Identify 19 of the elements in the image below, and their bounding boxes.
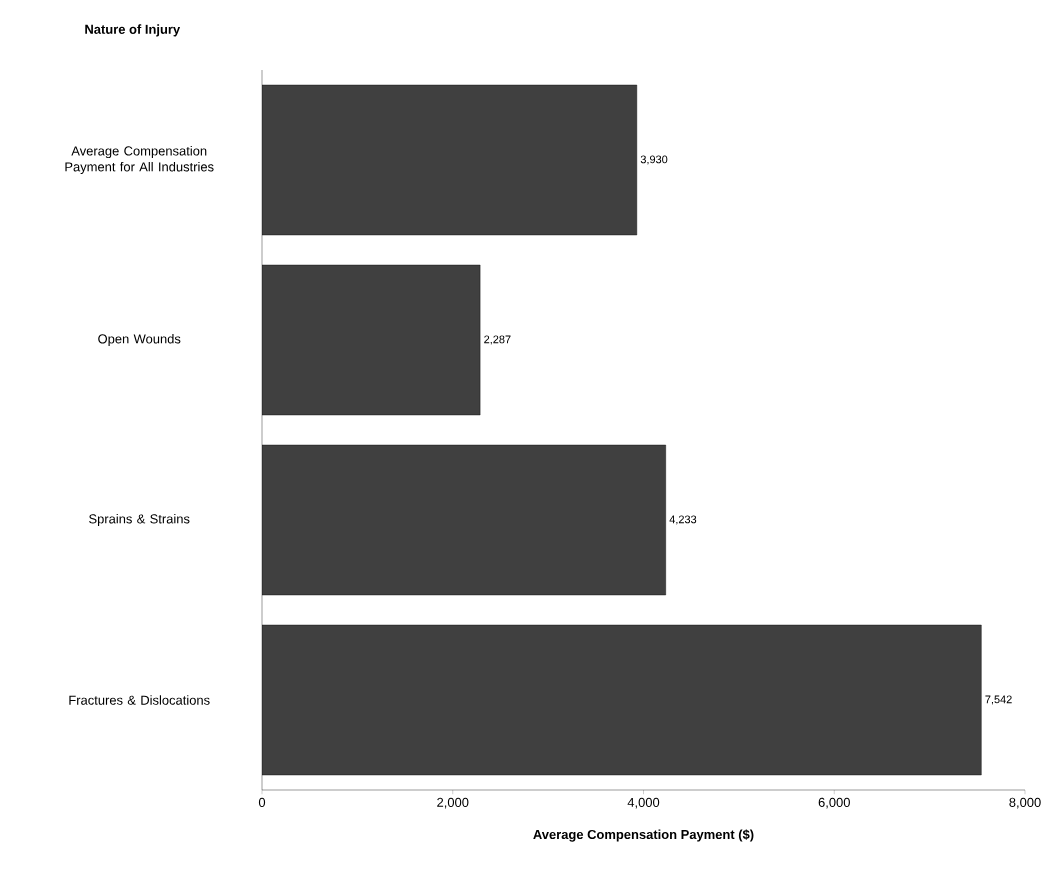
- bar: [262, 84, 638, 236]
- y-tick-label: Average Compensation Payment for All Industries: [65, 145, 214, 175]
- data-label: 7,542: [985, 695, 1012, 705]
- x-tick-label: 8,000: [1009, 797, 1041, 809]
- x-tick-label: 0: [258, 797, 266, 807]
- x-axis-title: Average Compensation Payment ($): [533, 829, 754, 842]
- data-label: 3,930: [640, 155, 668, 165]
- x-tick-label: 2,000: [437, 797, 469, 809]
- bar: [262, 264, 481, 416]
- bar: [262, 624, 982, 776]
- bar: [262, 444, 666, 596]
- data-label: 2,287: [484, 335, 511, 345]
- y-tick-label: Sprains & Strains: [89, 513, 190, 527]
- x-tick-label: 4,000: [627, 797, 660, 809]
- data-label: 4,233: [669, 515, 697, 525]
- y-tick-label: Fractures & Dislocations: [69, 695, 210, 705]
- x-tick-label: 6,000: [818, 797, 850, 809]
- y-axis-title: Nature of Injury: [85, 24, 181, 37]
- y-tick-label: Open Wounds: [98, 333, 181, 347]
